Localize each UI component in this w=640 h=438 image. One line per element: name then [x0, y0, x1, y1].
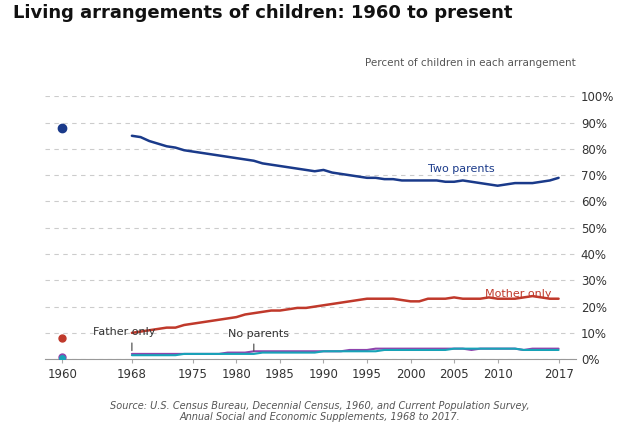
Text: Two parents: Two parents [428, 164, 495, 173]
Text: Source: U.S. Census Bureau, Decennial Census, 1960, and Current Population Surve: Source: U.S. Census Bureau, Decennial Ce… [110, 401, 530, 422]
Text: Living arrangements of children: 1960 to present: Living arrangements of children: 1960 to… [13, 4, 512, 22]
Text: Father only: Father only [93, 327, 155, 337]
Text: Mother only: Mother only [484, 289, 551, 299]
Text: Percent of children in each arrangement: Percent of children in each arrangement [365, 58, 576, 68]
Text: No parents: No parents [228, 329, 289, 339]
